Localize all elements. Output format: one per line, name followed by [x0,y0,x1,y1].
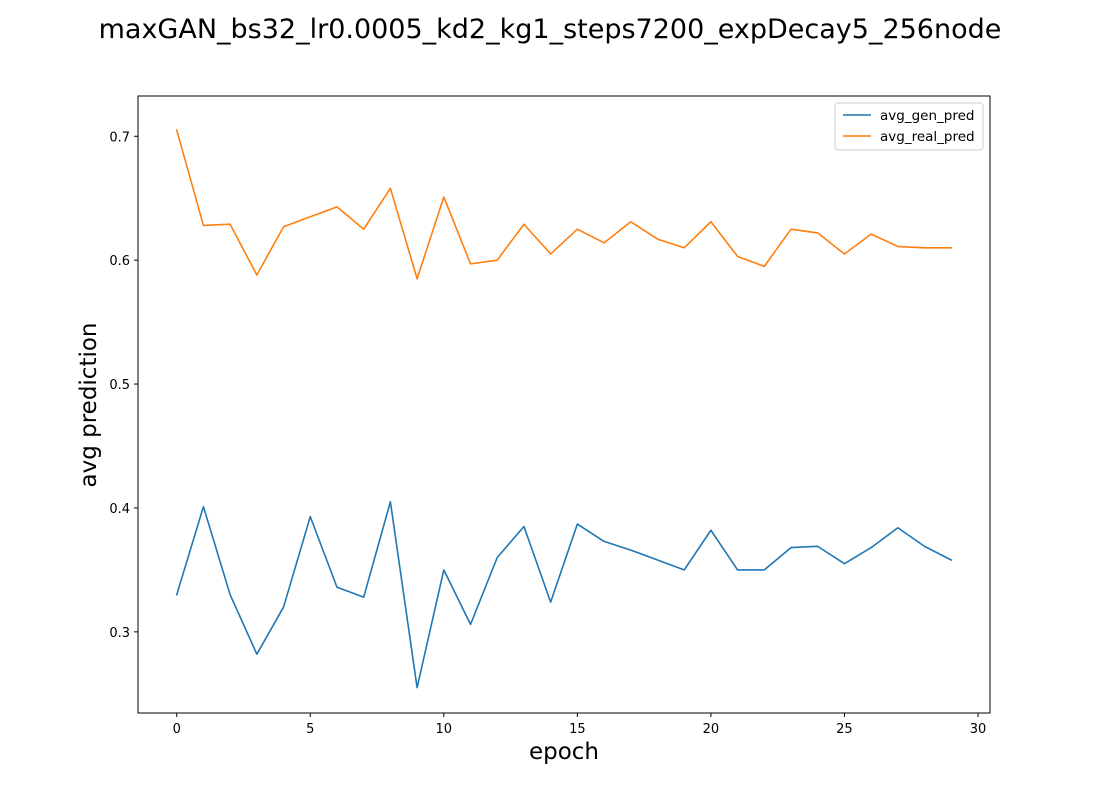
x-tick-label: 10 [436,722,453,737]
legend-label-avg-gen-pred: avg_gen_pred [880,108,974,124]
series-lines [175,129,953,689]
plot-frame [137,95,991,714]
y-tick-label: 0.6 [109,254,130,269]
y-tick-label: 0.4 [109,502,130,517]
legend: avg_gen_pred avg_real_pred [834,102,984,151]
chart-title: maxGAN_bs32_lr0.0005_kd2_kg1_steps7200_e… [99,14,1002,45]
x-tick-label: 0 [173,722,181,737]
legend-box [834,102,984,151]
y-axis-label: avg prediction [76,322,102,487]
series-line-avg-gen-pred [175,500,953,689]
x-tick-label: 15 [569,722,586,737]
legend-label-avg-real-pred: avg_real_pred [880,129,975,145]
y-tick-label: 0.7 [109,130,130,145]
x-tick-label: 5 [306,722,314,737]
y-tick-label: 0.3 [109,626,130,641]
x-axis-label: epoch [529,739,599,765]
x-tick-label: 20 [703,722,720,737]
x-tick-label: 25 [836,722,853,737]
axis-ticks: 0 5 10 15 20 25 30 0.3 0.4 0.5 0.6 0.7 [109,130,986,737]
series-line-avg-real-pred [175,129,953,280]
y-tick-label: 0.5 [109,378,130,393]
x-tick-label: 30 [970,722,987,737]
